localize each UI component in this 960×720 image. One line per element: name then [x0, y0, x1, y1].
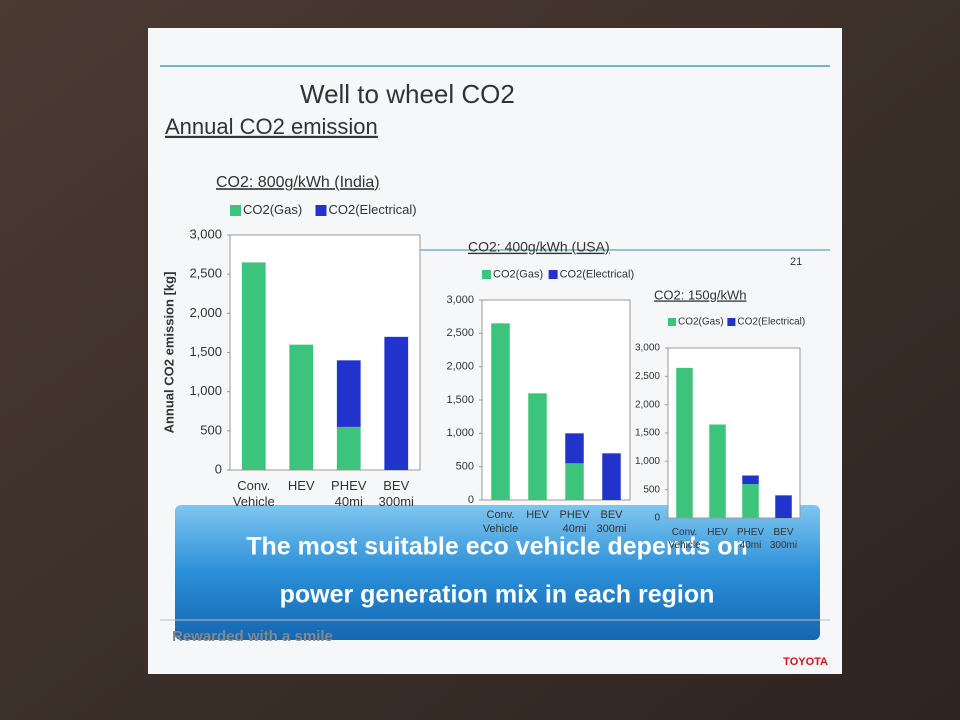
- bar-segment: [565, 463, 584, 500]
- x-tick-label: Conv. Vehicle: [483, 509, 518, 535]
- y-tick-label: 0: [654, 513, 660, 524]
- bar-segment: [289, 344, 314, 470]
- x-tick-label: BEV 300mi: [597, 509, 627, 535]
- y-axis-label: Annual CO2 emission [kg]: [161, 272, 176, 434]
- y-tick-label: 500: [200, 422, 222, 437]
- y-tick-label: 1,500: [635, 428, 660, 439]
- bar-segment: [241, 262, 266, 470]
- y-tick-label: 1,500: [446, 394, 474, 406]
- bar-segment: [742, 484, 759, 518]
- brand: TOYOTA: [783, 656, 828, 668]
- y-tick-label: 1,000: [446, 427, 474, 439]
- chart-title: CO2: 800g/kWh (India): [216, 174, 380, 191]
- slide-title: Well to wheel CO2: [300, 79, 515, 109]
- slide-subtitle: Annual CO2 emission: [165, 114, 378, 139]
- y-tick-label: 3,000: [189, 226, 222, 241]
- y-tick-label: 2,500: [446, 327, 474, 339]
- chart-title: CO2: 400g/kWh (USA): [468, 239, 610, 255]
- x-tick-label: BEV 300mi: [770, 527, 797, 551]
- x-tick-label: HEV: [288, 478, 315, 493]
- x-tick-label: PHEV 40mi: [331, 478, 367, 509]
- banner-line: power generation mix in each region: [280, 581, 715, 609]
- footer-text: Rewarded with a smile: [172, 628, 333, 645]
- bar-segment: [491, 323, 510, 500]
- legend-swatch: [668, 318, 676, 326]
- bar-segment: [565, 433, 584, 464]
- bar-segment: [336, 360, 361, 427]
- x-tick-label: Conv. Vehicle: [233, 478, 275, 509]
- y-tick-label: 2,500: [189, 266, 222, 281]
- y-tick-label: 1,500: [189, 344, 222, 359]
- legend-label: CO2(Electrical): [737, 317, 805, 328]
- bar-segment: [709, 424, 726, 518]
- x-tick-label: HEV: [707, 527, 728, 538]
- y-tick-label: 3,000: [635, 343, 660, 354]
- banner-line: The most suitable eco vehicle depends on: [246, 533, 748, 561]
- x-tick-label: BEV 300mi: [379, 478, 415, 509]
- bar-segment: [742, 475, 759, 484]
- y-tick-label: 2,000: [189, 305, 222, 320]
- y-tick-label: 1,000: [189, 383, 222, 398]
- bar-segment: [775, 495, 792, 518]
- legend-swatch: [230, 205, 241, 216]
- x-tick-label: HEV: [526, 509, 549, 521]
- bar-segment: [384, 336, 409, 470]
- y-tick-label: 500: [643, 484, 660, 495]
- page-number: 21: [790, 256, 802, 268]
- y-tick-label: 0: [215, 461, 222, 476]
- chart-title: CO2: 150g/kWh: [654, 287, 747, 302]
- x-tick-label: PHEV 40mi: [737, 527, 765, 551]
- bar-segment: [676, 367, 693, 518]
- legend-swatch: [548, 270, 558, 279]
- x-tick-label: PHEV 40mi: [560, 509, 591, 535]
- y-tick-label: 500: [456, 461, 474, 473]
- bar-segment: [602, 453, 621, 500]
- y-tick-label: 0: [468, 494, 474, 506]
- y-tick-label: 3,000: [446, 294, 474, 306]
- banner: [175, 505, 820, 640]
- legend-label: CO2(Gas): [493, 268, 543, 280]
- x-tick-label: Conv. Vehicle: [668, 527, 701, 551]
- bar-segment: [528, 393, 547, 500]
- legend-label: CO2(Gas): [678, 317, 724, 328]
- legend-swatch: [315, 205, 327, 216]
- legend-label: CO2(Electrical): [560, 268, 635, 280]
- legend-label: CO2(Gas): [243, 202, 302, 217]
- legend-swatch: [482, 270, 491, 279]
- y-tick-label: 2,500: [635, 371, 660, 382]
- legend-swatch: [727, 318, 736, 326]
- bar-segment: [336, 426, 361, 470]
- y-tick-label: 2,000: [446, 361, 474, 373]
- legend-label: CO2(Electrical): [329, 202, 417, 217]
- y-tick-label: 2,000: [635, 399, 660, 410]
- y-tick-label: 1,000: [635, 456, 660, 467]
